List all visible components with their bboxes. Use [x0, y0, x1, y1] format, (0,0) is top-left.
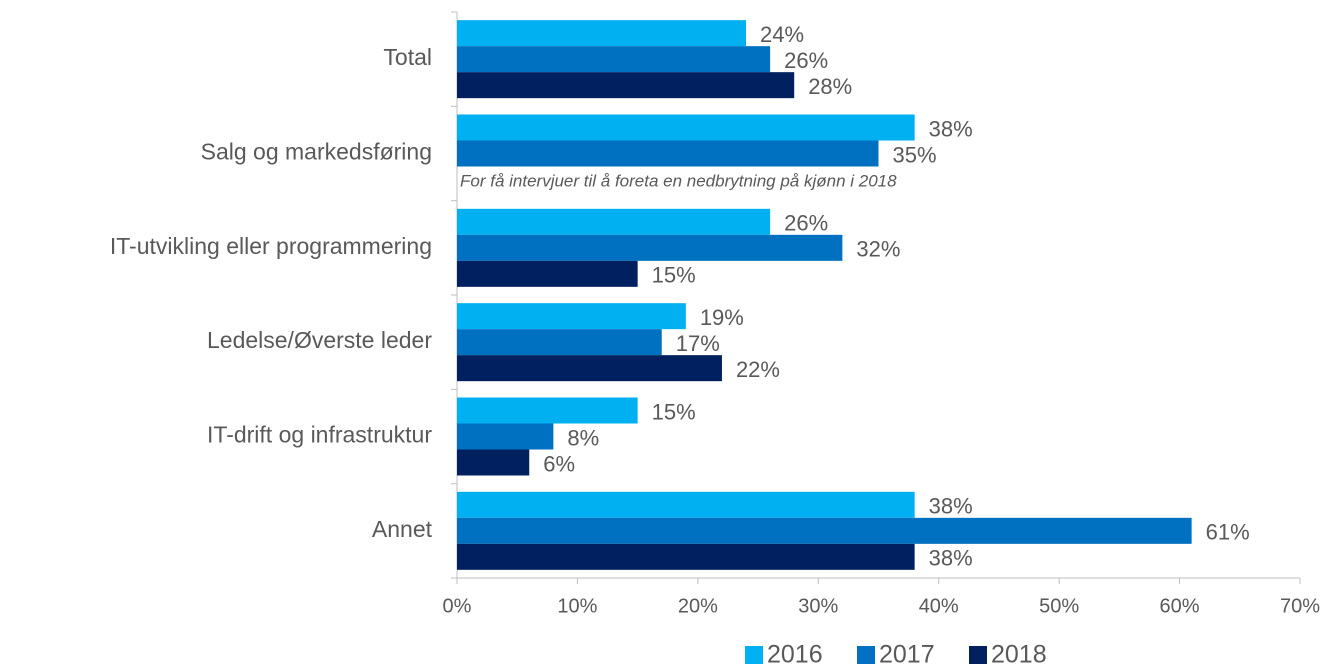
- legend-label: 2018: [991, 641, 1047, 667]
- value-label: 15%: [652, 263, 696, 288]
- bar: [457, 114, 915, 141]
- x-tick-label: 60%: [1160, 595, 1200, 617]
- bar: [457, 449, 530, 476]
- value-label: 15%: [652, 399, 696, 424]
- legend-label: 2016: [767, 641, 823, 667]
- value-label: 28%: [808, 74, 852, 99]
- value-label: 38%: [929, 116, 973, 141]
- bar: [457, 303, 686, 330]
- value-label: 6%: [543, 451, 575, 476]
- value-label: 19%: [700, 305, 744, 330]
- x-tick-label: 10%: [557, 595, 597, 617]
- x-tick-label: 40%: [919, 595, 959, 617]
- annotation: For få intervjuer til å foreta en nedbry…: [460, 171, 897, 190]
- bar: [457, 397, 638, 424]
- bar: [457, 72, 795, 99]
- category-label: IT-drift og infrastruktur: [207, 422, 432, 448]
- value-label: 26%: [784, 48, 828, 73]
- value-label: 38%: [929, 494, 973, 519]
- bar: [457, 517, 1192, 544]
- bar: [457, 140, 879, 167]
- value-label: 32%: [856, 237, 900, 262]
- x-tick-label: 0%: [443, 595, 472, 617]
- bar: [457, 46, 771, 73]
- bar: [457, 423, 554, 450]
- value-label: 38%: [929, 546, 973, 571]
- bar: [457, 234, 843, 261]
- category-label: Ledelse/Øverste leder: [207, 327, 432, 353]
- bar: [457, 20, 747, 47]
- value-label: 24%: [760, 22, 804, 47]
- category-label: IT-utvikling eller programmering: [110, 233, 432, 259]
- category-label: Salg og markedsføring: [201, 139, 432, 165]
- value-label: 8%: [567, 425, 599, 450]
- x-tick-label: 30%: [798, 595, 838, 617]
- value-label: 35%: [893, 142, 937, 167]
- x-tick-label: 70%: [1280, 595, 1320, 617]
- bar: [457, 355, 722, 382]
- legend-swatch: [857, 646, 875, 664]
- legend-swatch: [969, 646, 987, 664]
- x-tick-label: 50%: [1039, 595, 1079, 617]
- legend-swatch: [745, 646, 763, 664]
- legend-label: 2017: [879, 641, 935, 667]
- value-label: 17%: [676, 331, 720, 356]
- value-label: 22%: [736, 357, 780, 382]
- bar: [457, 329, 662, 356]
- x-tick-label: 20%: [678, 595, 718, 617]
- bar: [457, 260, 638, 287]
- bar: [457, 491, 915, 518]
- category-label: Total: [383, 44, 432, 70]
- bar: [457, 208, 771, 235]
- value-label: 61%: [1206, 520, 1250, 545]
- value-label: 26%: [784, 211, 828, 236]
- category-label: Annet: [372, 516, 433, 542]
- bar: [457, 543, 915, 570]
